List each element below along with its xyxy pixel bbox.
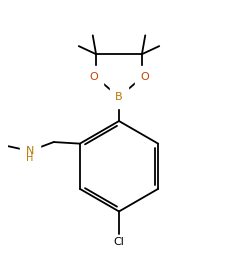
Text: O: O bbox=[140, 72, 149, 82]
Text: N: N bbox=[26, 146, 34, 156]
Text: H: H bbox=[26, 153, 34, 163]
Text: Cl: Cl bbox=[114, 237, 124, 247]
Text: B: B bbox=[115, 92, 123, 102]
Text: O: O bbox=[89, 72, 98, 82]
